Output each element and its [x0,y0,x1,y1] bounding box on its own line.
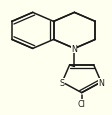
Text: N: N [97,78,103,87]
Text: N: N [71,45,77,53]
Text: Cl: Cl [77,99,85,108]
Text: S: S [59,78,64,87]
